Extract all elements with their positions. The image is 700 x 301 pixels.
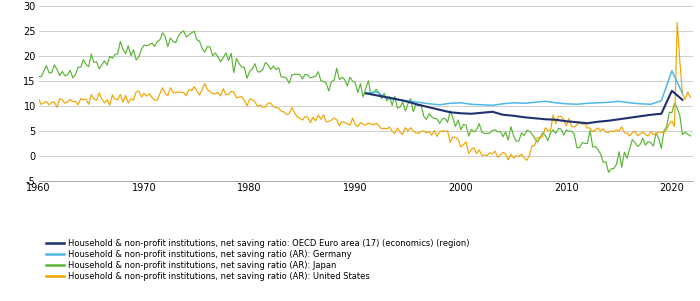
Legend: Household & non-profit institutions, net saving ratio: OECD Euro area (17) (econ: Household & non-profit institutions, net… <box>43 236 473 285</box>
